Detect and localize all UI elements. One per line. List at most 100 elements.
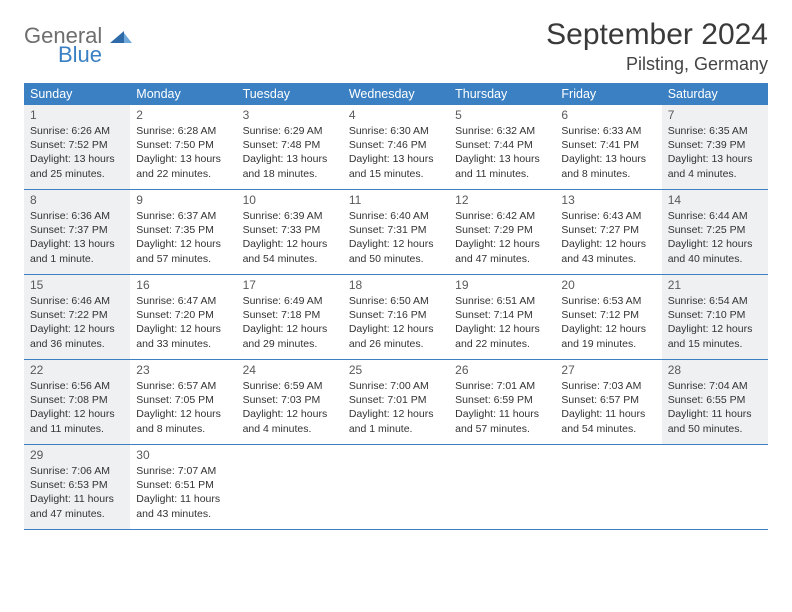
dow-tuesday: Tuesday	[237, 83, 343, 105]
sunrise-line: Sunrise: 7:00 AM	[349, 379, 443, 393]
sunrise-line: Sunrise: 6:46 AM	[30, 294, 124, 308]
daylight-line: and 1 minute.	[30, 252, 124, 266]
daylight-line: Daylight: 12 hours	[561, 237, 655, 251]
day-number: 3	[243, 108, 337, 122]
day-cell: 8Sunrise: 6:36 AMSunset: 7:37 PMDaylight…	[24, 190, 130, 274]
day-cell: 23Sunrise: 6:57 AMSunset: 7:05 PMDayligh…	[130, 360, 236, 444]
header: General Blue September 2024 Pilsting, Ge…	[24, 18, 768, 75]
week-row: 8Sunrise: 6:36 AMSunset: 7:37 PMDaylight…	[24, 190, 768, 275]
day-number: 18	[349, 278, 443, 292]
sunset-line: Sunset: 7:25 PM	[668, 223, 762, 237]
day-cell: 19Sunrise: 6:51 AMSunset: 7:14 PMDayligh…	[449, 275, 555, 359]
daylight-line: Daylight: 13 hours	[349, 152, 443, 166]
day-cell: 5Sunrise: 6:32 AMSunset: 7:44 PMDaylight…	[449, 105, 555, 189]
sunset-line: Sunset: 7:16 PM	[349, 308, 443, 322]
sunset-line: Sunset: 7:33 PM	[243, 223, 337, 237]
day-cell: 11Sunrise: 6:40 AMSunset: 7:31 PMDayligh…	[343, 190, 449, 274]
dow-saturday: Saturday	[662, 83, 768, 105]
day-cell: 12Sunrise: 6:42 AMSunset: 7:29 PMDayligh…	[449, 190, 555, 274]
sunrise-line: Sunrise: 7:04 AM	[668, 379, 762, 393]
day-number: 27	[561, 363, 655, 377]
day-cell: 21Sunrise: 6:54 AMSunset: 7:10 PMDayligh…	[662, 275, 768, 359]
sunset-line: Sunset: 6:51 PM	[136, 478, 230, 492]
sunrise-line: Sunrise: 6:36 AM	[30, 209, 124, 223]
daylight-line: and 33 minutes.	[136, 337, 230, 351]
sunrise-line: Sunrise: 6:28 AM	[136, 124, 230, 138]
daylight-line: and 57 minutes.	[136, 252, 230, 266]
sunset-line: Sunset: 7:01 PM	[349, 393, 443, 407]
sunrise-line: Sunrise: 6:49 AM	[243, 294, 337, 308]
sunrise-line: Sunrise: 6:47 AM	[136, 294, 230, 308]
day-number: 11	[349, 193, 443, 207]
daylight-line: Daylight: 13 hours	[30, 237, 124, 251]
sunrise-line: Sunrise: 7:06 AM	[30, 464, 124, 478]
daylight-line: Daylight: 12 hours	[455, 237, 549, 251]
day-number: 1	[30, 108, 124, 122]
week-row: 1Sunrise: 6:26 AMSunset: 7:52 PMDaylight…	[24, 105, 768, 190]
day-number: 14	[668, 193, 762, 207]
day-cell: 13Sunrise: 6:43 AMSunset: 7:27 PMDayligh…	[555, 190, 661, 274]
day-cell: 25 Sunrise: 7:00 AMSunset: 7:01 PMDayligh…	[343, 360, 449, 444]
daylight-line: and 40 minutes.	[668, 252, 762, 266]
sunrise-line: Sunrise: 6:39 AM	[243, 209, 337, 223]
daylight-line: and 47 minutes.	[30, 507, 124, 521]
page-title: September 2024	[546, 18, 768, 52]
sunrise-line: Sunrise: 7:07 AM	[136, 464, 230, 478]
daylight-line: Daylight: 12 hours	[561, 322, 655, 336]
daylight-line: Daylight: 12 hours	[668, 237, 762, 251]
day-number: 28	[668, 363, 762, 377]
day-number: 29	[30, 448, 124, 462]
day-cell: 14 Sunrise: 6:44 AMSunset: 7:25 PMDayligh…	[662, 190, 768, 274]
sunset-line: Sunset: 7:48 PM	[243, 138, 337, 152]
sunrise-line: Sunrise: 6:53 AM	[561, 294, 655, 308]
day-number: 5	[455, 108, 549, 122]
sunrise-line: Sunrise: 6:56 AM	[30, 379, 124, 393]
day-number: 22	[30, 363, 124, 377]
daylight-line: and 36 minutes.	[30, 337, 124, 351]
day-number: 25	[349, 363, 443, 377]
sunset-line: Sunset: 7:18 PM	[243, 308, 337, 322]
daylight-line: Daylight: 12 hours	[455, 322, 549, 336]
sunset-line: Sunset: 6:59 PM	[455, 393, 549, 407]
day-number: 30	[136, 448, 230, 462]
day-cell: 2Sunrise: 6:28 AMSunset: 7:50 PMDaylight…	[130, 105, 236, 189]
sunrise-line: Sunrise: 6:42 AM	[455, 209, 549, 223]
sunset-line: Sunset: 7:20 PM	[136, 308, 230, 322]
sunrise-line: Sunrise: 6:44 AM	[668, 209, 762, 223]
day-number: 10	[243, 193, 337, 207]
week-row: 22Sunrise: 6:56 AMSunset: 7:08 PMDayligh…	[24, 360, 768, 445]
daylight-line: Daylight: 12 hours	[136, 407, 230, 421]
sunrise-line: Sunrise: 6:33 AM	[561, 124, 655, 138]
daylight-line: and 1 minute.	[349, 422, 443, 436]
sunrise-line: Sunrise: 6:59 AM	[243, 379, 337, 393]
daylight-line: and 15 minutes.	[668, 337, 762, 351]
day-cell: 10Sunrise: 6:39 AMSunset: 7:33 PMDayligh…	[237, 190, 343, 274]
day-number: 17	[243, 278, 337, 292]
day-cell: 1Sunrise: 6:26 AMSunset: 7:52 PMDaylight…	[24, 105, 130, 189]
daylight-line: and 57 minutes.	[455, 422, 549, 436]
daylight-line: Daylight: 12 hours	[30, 322, 124, 336]
empty-cell	[449, 445, 555, 529]
day-number: 4	[349, 108, 443, 122]
daylight-line: and 25 minutes.	[30, 167, 124, 181]
day-cell: 30Sunrise: 7:07 AMSunset: 6:51 PMDayligh…	[130, 445, 236, 529]
daylight-line: Daylight: 12 hours	[243, 407, 337, 421]
day-cell: 7Sunrise: 6:35 AMSunset: 7:39 PMDaylight…	[662, 105, 768, 189]
sunset-line: Sunset: 7:22 PM	[30, 308, 124, 322]
daylight-line: and 18 minutes.	[243, 167, 337, 181]
day-number: 24	[243, 363, 337, 377]
sunset-line: Sunset: 7:03 PM	[243, 393, 337, 407]
day-cell: 9Sunrise: 6:37 AMSunset: 7:35 PMDaylight…	[130, 190, 236, 274]
daylight-line: and 19 minutes.	[561, 337, 655, 351]
daylight-line: Daylight: 12 hours	[349, 407, 443, 421]
sunset-line: Sunset: 7:35 PM	[136, 223, 230, 237]
sunset-line: Sunset: 7:31 PM	[349, 223, 443, 237]
daylight-line: and 11 minutes.	[455, 167, 549, 181]
sunrise-line: Sunrise: 6:26 AM	[30, 124, 124, 138]
logo-text: General Blue	[24, 24, 132, 66]
sunset-line: Sunset: 6:57 PM	[561, 393, 655, 407]
day-number: 19	[455, 278, 549, 292]
empty-cell	[343, 445, 449, 529]
daylight-line: and 15 minutes.	[349, 167, 443, 181]
daylight-line: and 43 minutes.	[136, 507, 230, 521]
